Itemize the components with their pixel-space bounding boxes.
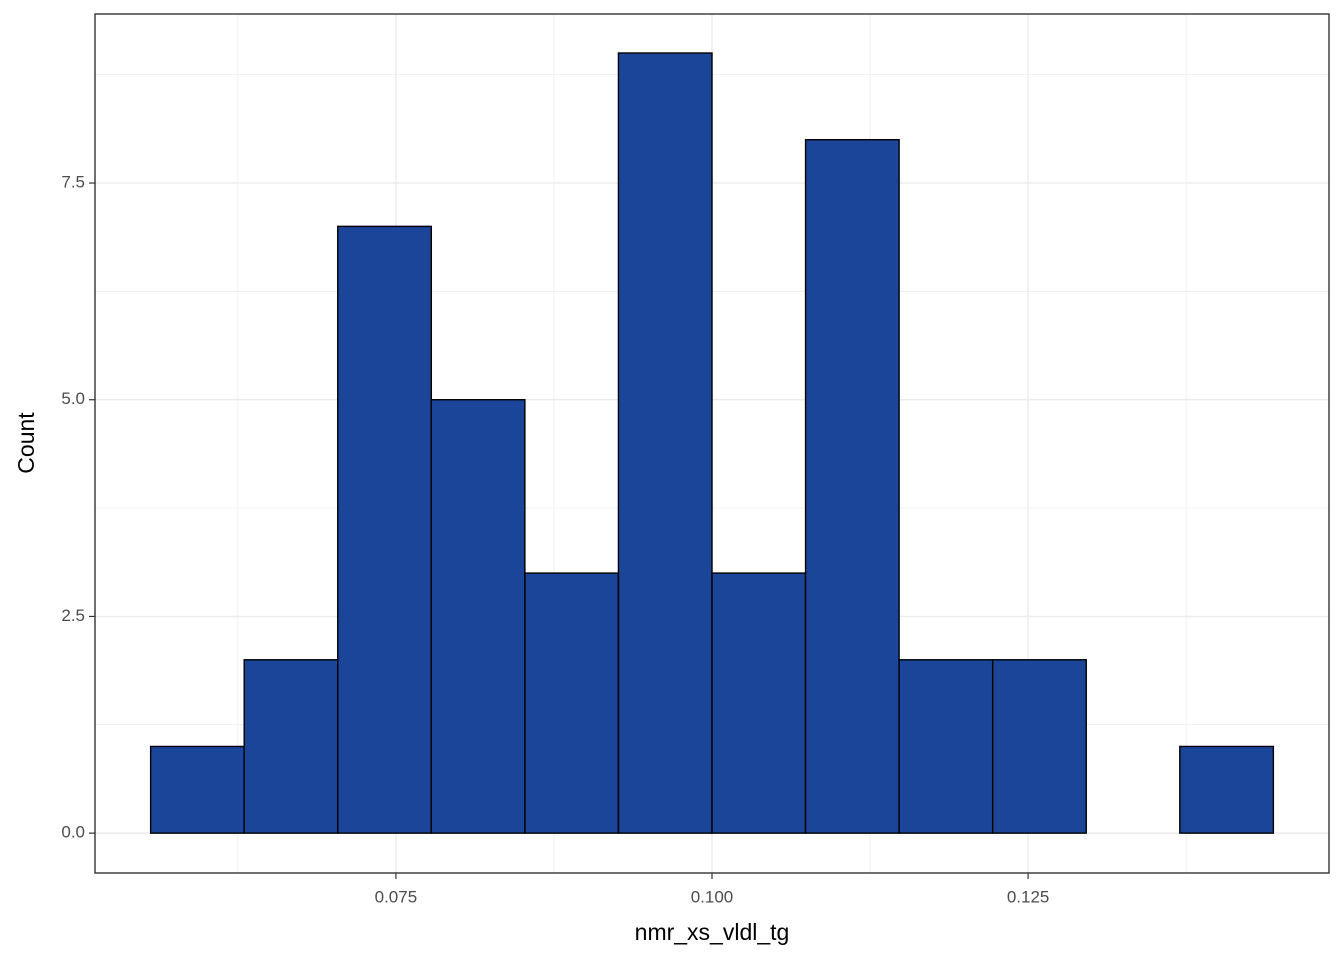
y-tick-label: 5.0	[61, 389, 85, 408]
bar	[524, 572, 620, 834]
bar	[898, 659, 994, 834]
bar	[430, 399, 526, 834]
y-tick-label: 2.5	[61, 606, 85, 625]
y-tick-label: 0.0	[61, 823, 85, 842]
x-tick-label: 0.125	[1007, 887, 1050, 906]
bar	[991, 659, 1087, 834]
y-tick-label: 7.5	[61, 173, 85, 192]
x-tick-label: 0.100	[691, 887, 734, 906]
bar	[337, 225, 433, 834]
bar	[711, 572, 807, 834]
y-axis-title: Count	[13, 412, 39, 474]
bar	[804, 138, 900, 834]
bar	[617, 52, 713, 834]
bar	[149, 745, 245, 834]
x-axis-title: nmr_xs_vldl_tg	[635, 919, 790, 945]
x-tick-label: 0.075	[375, 887, 418, 906]
panel-border	[94, 13, 1330, 874]
bar	[1179, 745, 1275, 834]
bar	[243, 659, 339, 834]
